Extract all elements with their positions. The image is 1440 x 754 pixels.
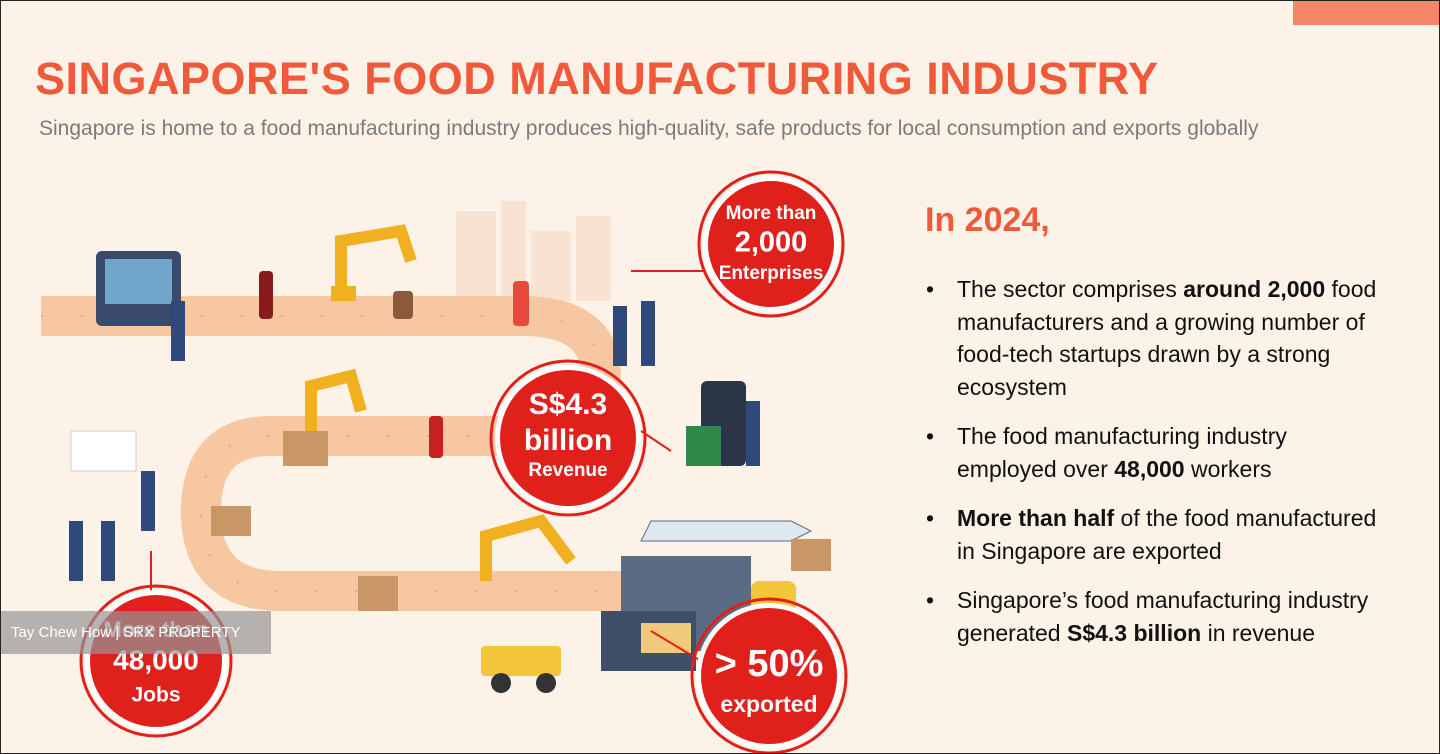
- callout-ring: [489, 359, 647, 517]
- title: SINGAPORE'S FOOD MANUFACTURING INDUSTRY: [35, 53, 1159, 104]
- callout-ring: [690, 597, 848, 753]
- plane: [640, 520, 813, 542]
- robot-arm: [305, 368, 367, 431]
- summary-item: More than half of the food manufactured …: [926, 502, 1387, 567]
- skyline: [456, 201, 611, 301]
- callout-ring: [79, 584, 233, 738]
- crates: [641, 623, 691, 653]
- forklift: [481, 646, 561, 676]
- summary-item: The food manufacturing industry employed…: [926, 420, 1387, 485]
- callout-text: S$4.3: [529, 388, 607, 421]
- bottle: [513, 281, 529, 326]
- text: The sector comprises: [957, 276, 1184, 302]
- callout-text: Enterprises: [719, 263, 824, 284]
- conveyor: [41, 296, 641, 611]
- dashboard: [70, 430, 137, 472]
- callout-text: Revenue: [528, 460, 607, 481]
- text: workers: [1184, 455, 1272, 482]
- drone-box: [791, 539, 831, 571]
- callout-text: Jobs: [131, 684, 180, 707]
- robot-arm: [335, 224, 417, 291]
- bold-text: 48,000: [1114, 455, 1185, 482]
- box: [283, 431, 328, 466]
- bottle: [259, 271, 273, 319]
- callout-ring: [697, 170, 845, 318]
- video-caption: Tay Chew How | SRX PROPERTY: [1, 611, 271, 654]
- bold-text: More than half: [957, 505, 1115, 531]
- summary-item: Singapore’s food manufacturing industry …: [926, 584, 1387, 649]
- connectors: [150, 270, 706, 662]
- box: [358, 576, 398, 611]
- bold-text: around 2,000: [1183, 276, 1326, 302]
- workers: [69, 301, 760, 581]
- subtitle: Singapore is home to a food manufacturin…: [39, 117, 1259, 140]
- text: The food manufacturing industry employed…: [957, 423, 1287, 482]
- summary-heading: In 2024,: [925, 201, 1050, 239]
- callout-text: > 50%: [715, 643, 824, 685]
- wheel: [536, 673, 556, 693]
- wheel: [491, 673, 511, 693]
- machine-screen: [105, 259, 172, 304]
- callout-text: billion: [524, 424, 612, 457]
- callout-text: 2,000: [735, 227, 808, 259]
- summary-list: The sector comprises around 2,000 food m…: [926, 273, 1386, 666]
- robot-base: [331, 286, 356, 301]
- robot-arm: [480, 514, 576, 581]
- text: food manufacturers and a growing number …: [957, 276, 1377, 400]
- cup: [393, 291, 413, 319]
- text: in revenue: [1201, 619, 1316, 646]
- box: [211, 506, 251, 536]
- cash: [686, 426, 721, 466]
- bottle: [429, 416, 443, 458]
- callout: [708, 181, 834, 307]
- text: Singapore’s food manufacturing industry …: [957, 587, 1369, 646]
- summary-item: The sector comprises around 2,000 food m…: [926, 273, 1387, 403]
- bold-text: S$4.3 billion: [1066, 619, 1202, 646]
- callout: [500, 370, 636, 506]
- accent-bar: [1293, 1, 1439, 25]
- callout-text: More than: [726, 203, 817, 224]
- callout-text: exported: [720, 691, 817, 717]
- text: of the food manufactured in Singapore ar…: [957, 505, 1377, 564]
- callout: [701, 608, 837, 744]
